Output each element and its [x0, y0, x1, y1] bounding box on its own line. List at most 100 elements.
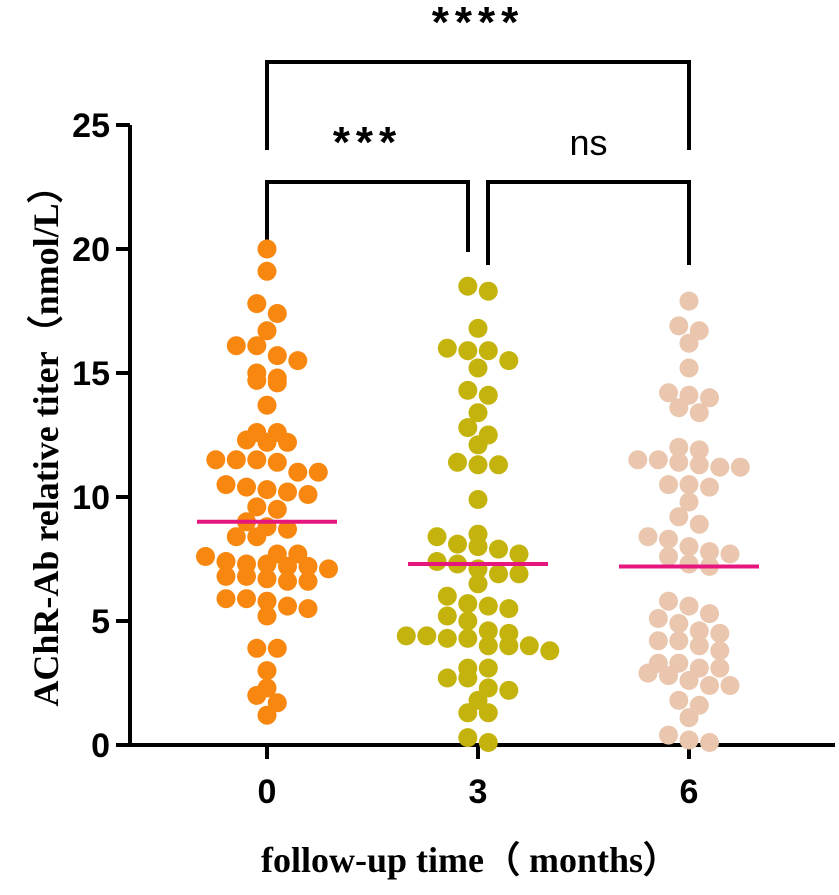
data-point	[458, 418, 478, 438]
data-point	[468, 403, 488, 423]
data-point	[689, 455, 709, 475]
data-point	[669, 614, 689, 633]
median-lines	[197, 519, 759, 569]
data-point	[257, 239, 277, 259]
data-point	[257, 591, 277, 611]
data-point	[478, 385, 498, 405]
x-tick-label: 3	[469, 773, 488, 811]
data-point	[247, 336, 267, 356]
y-tick-label: 15	[72, 355, 110, 393]
data-point	[257, 395, 277, 415]
data-point	[288, 351, 308, 371]
data-point	[278, 482, 297, 502]
data-point	[196, 547, 215, 566]
data-point	[679, 671, 699, 690]
data-point	[257, 661, 277, 681]
data-point	[458, 628, 478, 648]
data-point	[659, 725, 678, 745]
data-point	[468, 455, 488, 475]
data-point	[730, 457, 750, 477]
data-point	[427, 552, 447, 571]
significance-brackets: *** ns ****	[265, 0, 691, 265]
y-tick-label: 20	[72, 231, 110, 269]
data-point	[669, 437, 689, 457]
axes: 0 5 10 15 20 25 0 3 6	[72, 107, 835, 811]
data-point	[468, 537, 488, 557]
data-point	[468, 358, 488, 378]
data-point	[638, 663, 658, 683]
data-point	[247, 527, 267, 547]
data-point	[267, 638, 287, 658]
data-point	[267, 346, 287, 366]
data-point	[679, 291, 699, 311]
data-point	[206, 450, 226, 470]
data-point	[478, 733, 498, 752]
data-point	[648, 609, 668, 628]
data-point	[659, 383, 678, 403]
data-point	[519, 636, 539, 656]
data-point	[226, 336, 246, 356]
data-point	[257, 705, 277, 725]
data-point	[669, 690, 689, 710]
data-point	[689, 514, 709, 534]
data-point	[458, 276, 478, 296]
data-point	[278, 519, 297, 539]
data-point	[689, 403, 709, 423]
data-point	[257, 321, 277, 341]
data-point	[216, 552, 236, 571]
data-point	[659, 591, 678, 611]
data-point	[458, 668, 478, 688]
data-point	[700, 676, 719, 695]
data-point	[237, 430, 256, 450]
data-point	[700, 542, 719, 562]
y-tick-label: 5	[91, 603, 110, 641]
significance-bracket	[265, 180, 470, 252]
data-point	[448, 452, 467, 472]
data-point	[669, 316, 689, 336]
data-point	[437, 338, 457, 358]
data-point	[247, 638, 267, 658]
data-point	[278, 556, 297, 576]
data-points	[196, 239, 750, 752]
data-point	[478, 596, 498, 616]
data-point	[679, 596, 699, 616]
data-point	[437, 586, 457, 606]
data-point	[679, 475, 699, 495]
data-point	[679, 333, 699, 353]
data-point	[669, 398, 689, 418]
data-point	[298, 485, 318, 504]
y-tick-label: 10	[72, 479, 110, 517]
data-point	[659, 529, 678, 549]
data-point	[689, 621, 709, 641]
data-point	[700, 477, 719, 497]
data-point	[499, 680, 519, 700]
data-point	[468, 318, 488, 338]
data-point	[628, 450, 648, 470]
data-point	[216, 475, 236, 495]
data-point	[638, 527, 658, 547]
x-tick-label: 6	[680, 773, 699, 811]
data-point	[278, 596, 297, 616]
data-point	[298, 556, 318, 576]
data-point	[267, 452, 287, 472]
data-point	[478, 658, 498, 678]
data-point	[319, 559, 338, 579]
data-point	[278, 571, 297, 591]
data-point	[298, 571, 318, 591]
data-point	[478, 621, 498, 641]
data-point	[308, 462, 328, 482]
data-point	[396, 626, 416, 646]
significance-label: ***	[333, 118, 402, 167]
data-point	[700, 733, 719, 752]
data-point	[499, 351, 519, 371]
data-point	[247, 450, 267, 470]
data-point	[288, 462, 308, 482]
data-point	[237, 566, 256, 586]
y-tick-label: 0	[91, 727, 110, 765]
data-point	[417, 626, 437, 646]
significance-bracket	[265, 60, 691, 150]
data-point	[710, 658, 730, 678]
data-point	[468, 490, 488, 509]
data-point	[700, 388, 719, 408]
